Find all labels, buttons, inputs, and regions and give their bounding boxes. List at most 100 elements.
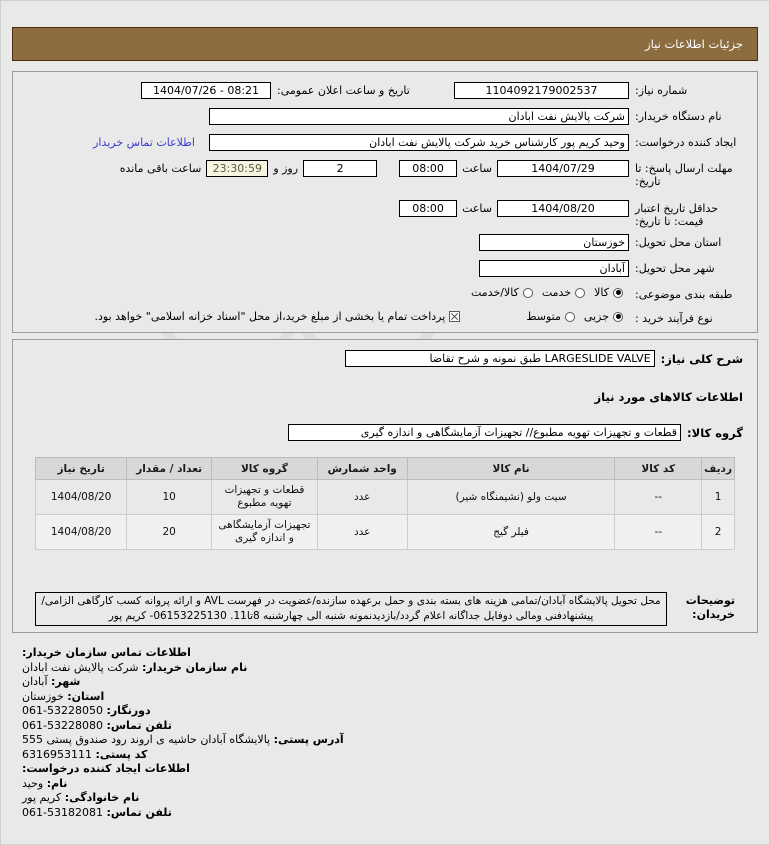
contact-line-province: استان: خوزستان xyxy=(22,690,758,705)
cell-date: 1404/08/20 xyxy=(34,479,128,515)
contact-section: اطلاعات تماس سازمان خریدار: نام سازمان خ… xyxy=(12,646,758,820)
radio-option-kala-khedmat[interactable]: کالا/خدمت xyxy=(471,286,533,299)
buyer-org-value: شرکت پالایش نفت ابادان xyxy=(209,108,629,125)
radio-icon-unselected[interactable] xyxy=(564,311,575,322)
treasury-note-text: پرداخت تمام یا بخشی از مبلغ خرید،از محل … xyxy=(94,310,446,323)
table-row: 1 -- سیت ولو (نشیمنگاه شیر) عدد قطعات و … xyxy=(34,479,735,515)
reply-deadline-time: 08:00 xyxy=(399,160,458,177)
row-need-number: شماره نیاز: 1104092179002537 xyxy=(454,82,747,99)
radio-label-motevaset: متوسط xyxy=(526,310,561,323)
requester-line-firstname: نام: وحید xyxy=(22,777,758,792)
radio-icon-selected[interactable] xyxy=(613,287,623,298)
row-reply-deadline: مهلت ارسال پاسخ: تا تاریخ: 1404/07/29 سا… xyxy=(115,160,747,188)
contact-key-org: نام سازمان خریدار: xyxy=(142,660,248,674)
row-price-validity: حداقل تاریخ اعتبار قیمت: تا تاریخ: 1404/… xyxy=(399,200,747,228)
reply-deadline-label: مهلت ارسال پاسخ: تا تاریخ: xyxy=(635,162,733,188)
requester-label: ایجاد کننده درخواست: xyxy=(635,136,737,149)
requester-value-firstname: وحید xyxy=(22,776,44,790)
need-summary-value: LARGESLIDE VALVE طبق نمونه و شرح تقاضا xyxy=(344,350,655,367)
checkbox-icon-checked[interactable] xyxy=(449,311,461,322)
table-row: 2 -- فیلر گیج عدد تجهیزات آزمایشگاهی و ا… xyxy=(34,514,735,550)
reply-deadline-hour-label: ساعت xyxy=(462,162,492,175)
contact-value-org: شرکت پالایش نفت ابادان xyxy=(22,660,139,674)
reply-deadline-date: 1404/07/29 xyxy=(497,160,629,177)
radio-option-jozii[interactable]: جزیی xyxy=(584,310,623,323)
need-number-value: 1104092179002537 xyxy=(454,82,629,99)
radio-icon-unselected[interactable] xyxy=(575,287,586,298)
row-need-summary: شرح کلی نیاز: LARGESLIDE VALVE طبق نمونه… xyxy=(344,350,743,367)
remaining-days-value: 2 xyxy=(303,160,378,177)
cell-name: سیت ولو (نشیمنگاه شیر) xyxy=(406,479,616,515)
buyer-notes: توضیحات خریدان: محل تحویل پالایشگاه آباد… xyxy=(35,592,735,626)
requester-line-phone: تلفن تماس: 061-53182081 xyxy=(22,806,758,821)
cell-code: -- xyxy=(614,514,703,550)
remaining-days-suffix: روز و xyxy=(273,162,299,175)
col-header-qty: تعداد / مقدار xyxy=(126,457,213,480)
buyer-contact-heading: اطلاعات تماس سازمان خریدار: xyxy=(22,646,191,659)
requester-contact-heading: اطلاعات ایجاد کننده درخواست: xyxy=(22,762,190,775)
subject-category-label: طبقه بندی موضوعی: xyxy=(635,288,733,301)
contact-value-city: آبادان xyxy=(22,675,48,688)
col-header-name: نام کالا xyxy=(406,457,616,480)
radio-icon-unselected[interactable] xyxy=(522,287,533,298)
need-details-panel: شماره نیاز: 1104092179002537 تاریخ و ساع… xyxy=(12,71,758,333)
price-validity-hour-label: ساعت xyxy=(462,202,492,215)
contact-key-address: آدرس پستی: xyxy=(273,733,344,746)
requester-key-lastname: نام خانوادگی: xyxy=(64,791,140,804)
goods-group-label: گروه کالا: xyxy=(687,426,743,440)
requester-value: وحید کریم پور کارشناس خرید شرکت پالایش ن… xyxy=(209,134,629,151)
cell-group: تجهیزات آزمایشگاهی و اندازه گیری xyxy=(211,514,318,550)
cell-code: -- xyxy=(614,479,703,515)
row-requester: ایجاد کننده درخواست: وحید کریم پور کارشن… xyxy=(93,134,747,151)
col-header-radif: ردیف xyxy=(701,457,735,480)
price-validity-time: 08:00 xyxy=(399,200,458,217)
purchase-process-options: جزیی متوسط xyxy=(526,310,623,323)
radio-option-khedmat[interactable]: خدمت xyxy=(542,286,586,299)
subject-category-options: کالا خدمت کالا/خدمت xyxy=(471,286,623,299)
goods-table: ردیف کد کالا نام کالا واحد شمارش گروه کا… xyxy=(34,457,735,550)
cell-qty: 20 xyxy=(126,514,213,550)
contact-value-phone: 061-53228080 xyxy=(22,718,103,732)
requester-value-lastname: کریم پور xyxy=(22,791,62,804)
row-public-announcement: تاریخ و ساعت اعلان عمومی: 1404/07/26 - 0… xyxy=(141,82,447,99)
row-province: استان محل تحویل: خوزستان xyxy=(479,234,747,251)
contact-line-city: شهر: آبادان xyxy=(22,675,758,690)
cell-radif: 1 xyxy=(701,479,735,515)
cell-unit: عدد xyxy=(316,479,408,515)
row-purchase-process: نوع فرآیند خرید : جزیی متوسط پرداخت تمام… xyxy=(95,310,747,325)
contact-value-address: پالایشگاه آبادان حاشیه ی اروند رود صندوق… xyxy=(22,733,271,746)
radio-option-motevaset[interactable]: متوسط xyxy=(526,310,575,323)
col-header-unit: واحد شمارش xyxy=(316,457,408,480)
radio-label-jozii: جزیی xyxy=(583,310,609,323)
contact-key-phone: تلفن تماس: xyxy=(106,718,172,732)
contact-value-postcode: 6316953111 xyxy=(22,747,92,761)
buyer-notes-text: محل تحویل پالایشگاه آبادان/تمامی هزینه ه… xyxy=(35,592,667,626)
cell-radif: 2 xyxy=(701,514,735,550)
radio-icon-selected[interactable] xyxy=(613,311,623,322)
treasury-checkbox-row[interactable]: پرداخت تمام یا بخشی از مبلغ خرید،از محل … xyxy=(95,310,461,323)
public-announcement-value: 1404/07/26 - 08:21 xyxy=(141,82,271,99)
cell-group: قطعات و تجهیزات تهویه مطبوع xyxy=(211,479,318,515)
radio-option-kala[interactable]: کالا xyxy=(594,286,623,299)
province-value: خوزستان xyxy=(479,234,629,251)
goods-group-value: قطعات و تجهیزات تهویه مطبوع// تجهیزات آز… xyxy=(288,424,682,441)
cell-name: فیلر گیج xyxy=(406,514,616,550)
city-value: آبادان xyxy=(479,260,629,277)
goods-panel: شرح کلی نیاز: LARGESLIDE VALVE طبق نمونه… xyxy=(12,339,758,633)
buyer-contact-link[interactable]: اطلاعات تماس خریدار xyxy=(93,136,195,149)
contact-line-fax: دورنگار: 061-53228050 xyxy=(22,704,758,719)
city-label: شهر محل تحویل: xyxy=(635,262,715,275)
countdown-value: 23:30:59 xyxy=(206,160,269,177)
row-buyer-org: نام دستگاه خریدار: شرکت پالایش نفت ابادا… xyxy=(209,108,747,125)
table-header-row: ردیف کد کالا نام کالا واحد شمارش گروه کا… xyxy=(34,457,735,480)
contact-value-fax: 061-53228050 xyxy=(22,704,103,717)
contact-line-postcode: کد پستی: 6316953111 xyxy=(22,748,758,763)
price-validity-label: حداقل تاریخ اعتبار قیمت: تا تاریخ: xyxy=(635,202,719,228)
row-goods-group: گروه کالا: قطعات و تجهیزات تهویه مطبوع//… xyxy=(288,424,743,441)
contact-key-city: شهر: xyxy=(51,675,81,688)
requester-value-phone: 061-53182081 xyxy=(22,805,103,819)
contact-value-province: خوزستان xyxy=(22,689,64,703)
purchase-process-label: نوع فرآیند خرید : xyxy=(635,312,713,325)
col-header-code: کد کالا xyxy=(614,457,703,480)
